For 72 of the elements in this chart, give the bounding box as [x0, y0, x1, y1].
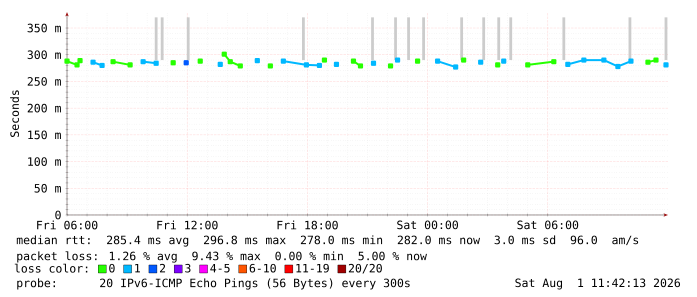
- point: [501, 58, 506, 64]
- point: [551, 59, 556, 64]
- point: [316, 62, 322, 68]
- point: [435, 58, 440, 64]
- point: [461, 57, 466, 63]
- point: [74, 62, 80, 68]
- point: [601, 57, 606, 63]
- legend-label: 3: [185, 264, 190, 273]
- point: [478, 60, 484, 65]
- y-tick-label: 150 m: [28, 130, 61, 140]
- point: [198, 58, 203, 64]
- y-tick-label: 50 m: [34, 184, 61, 193]
- point: [222, 52, 227, 57]
- point: [394, 57, 400, 63]
- legend-label: 6-10: [250, 264, 276, 273]
- point: [615, 64, 621, 70]
- point: [350, 58, 356, 64]
- point: [628, 58, 634, 64]
- point: [64, 58, 70, 64]
- point: [370, 60, 376, 66]
- point: [304, 62, 309, 68]
- point: [453, 64, 458, 70]
- point: [358, 63, 364, 69]
- legend-title: loss color:: [14, 264, 88, 273]
- point: [90, 60, 96, 65]
- point: [645, 60, 651, 65]
- point: [218, 62, 223, 67]
- point: [238, 63, 243, 69]
- legend-label: 4-5: [210, 264, 230, 272]
- x-tick-label: Fri 18:00: [278, 220, 338, 230]
- text: packet loss: 1.26 % avg 9.43 % max 0.00 % min 5.00 % now: [17, 251, 427, 263]
- point: [322, 57, 328, 63]
- point: [280, 58, 286, 64]
- point: [388, 63, 394, 69]
- text: Sat Aug 1 11:42:13 2026: [515, 278, 680, 290]
- point: [184, 60, 189, 66]
- point: [254, 58, 260, 64]
- y-tick-label: 350 m: [28, 24, 61, 32]
- point: [663, 62, 669, 68]
- y-axis-title: Seconds: [10, 90, 19, 137]
- point: [110, 59, 116, 64]
- point: [99, 62, 105, 68]
- point: [581, 57, 586, 63]
- point: [228, 59, 233, 64]
- point: [170, 60, 176, 66]
- x-tick-label: Sat 06:00: [517, 220, 578, 230]
- point: [565, 62, 570, 67]
- legend-label: 20/20: [348, 264, 382, 274]
- point: [128, 62, 133, 68]
- y-tick-label: 300 m: [28, 50, 61, 60]
- point: [334, 62, 340, 67]
- y-tick-label: 200 m: [28, 104, 61, 112]
- point: [154, 60, 159, 66]
- legend-label: 0: [109, 264, 115, 273]
- text: probe: 20 IPv6-ICMP Echo Pings (56 Bytes) every 300s: [17, 278, 410, 290]
- y-tick-label: 250 m: [28, 77, 61, 86]
- x-tick-label: Sat 00:00: [397, 220, 458, 230]
- point: [495, 62, 500, 68]
- text: median rtt: 285.4 ms avg 296.8 ms max 278.0 ms min 282.0 ms now 3.0 ms sd 96.0 am/s: [16, 235, 638, 247]
- point: [414, 58, 420, 64]
- legend-label: 11-19: [296, 264, 329, 273]
- legend-label: 1: [135, 264, 140, 272]
- point: [268, 63, 273, 69]
- y-tick-label: 0: [55, 210, 61, 220]
- x-tick-label: Fri 06:00: [37, 220, 98, 230]
- point: [525, 62, 530, 68]
- legend-label: 2: [160, 264, 166, 272]
- point: [77, 58, 83, 64]
- point: [653, 57, 659, 63]
- y-tick-label: 100 m: [28, 157, 61, 166]
- point: [140, 59, 146, 64]
- x-tick-label: Fri 12:00: [157, 220, 218, 230]
